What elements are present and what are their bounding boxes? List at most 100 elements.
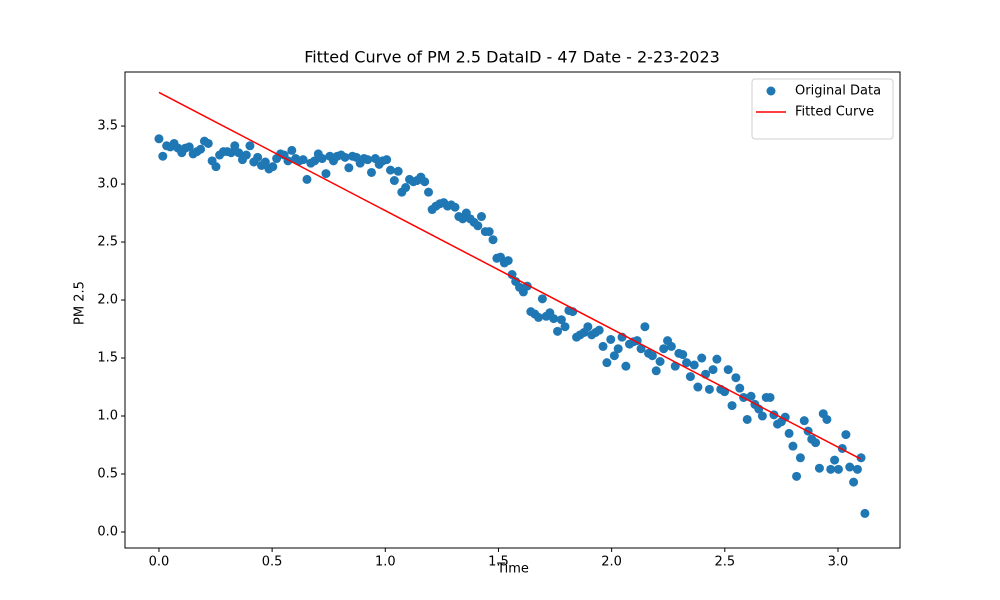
data-point	[780, 412, 790, 422]
data-point	[826, 464, 836, 474]
chart-title: Fitted Curve of PM 2.5 DataID - 47 Date …	[304, 48, 720, 67]
data-point	[310, 156, 320, 166]
data-point	[852, 464, 862, 474]
data-point	[651, 366, 661, 376]
data-point	[211, 162, 221, 172]
x-axis-label: Time	[496, 562, 529, 577]
data-point	[389, 176, 399, 186]
data-point	[693, 382, 703, 392]
data-point	[553, 326, 563, 336]
x-tick-label: 2.5	[714, 555, 735, 570]
data-point	[473, 221, 483, 231]
data-point	[606, 334, 616, 344]
data-point	[344, 163, 354, 173]
legend-label: Original Data	[795, 84, 881, 99]
y-tick-label: 0.0	[97, 524, 118, 539]
data-point	[655, 356, 665, 366]
data-point	[226, 148, 236, 158]
y-tick-label: 3.5	[97, 119, 118, 134]
data-point	[245, 141, 255, 151]
data-point	[811, 438, 821, 448]
data-point	[792, 471, 802, 481]
y-tick-label: 3.0	[97, 177, 118, 192]
data-point	[560, 322, 570, 332]
data-point	[849, 477, 859, 487]
data-point	[484, 227, 494, 237]
data-point	[689, 360, 699, 370]
data-point	[697, 353, 707, 363]
data-point	[234, 148, 244, 158]
data-point	[860, 508, 870, 518]
data-point	[621, 361, 631, 371]
legend-marker	[766, 86, 776, 96]
data-point	[742, 414, 752, 424]
data-point	[420, 177, 430, 187]
data-point	[537, 294, 547, 304]
data-point	[507, 270, 517, 280]
data-point	[784, 428, 794, 438]
plot-area	[154, 91, 870, 518]
data-point	[503, 256, 513, 266]
data-point	[230, 141, 240, 151]
data-point	[727, 401, 737, 411]
data-point	[583, 322, 593, 332]
data-point	[203, 138, 213, 148]
data-point	[609, 351, 619, 361]
y-axis-label: PM 2.5	[73, 281, 88, 325]
data-point	[158, 151, 168, 161]
data-point	[450, 202, 460, 212]
data-point	[640, 322, 650, 332]
data-point	[424, 187, 434, 197]
data-point	[708, 365, 718, 375]
y-tick-label: 2.5	[97, 235, 118, 250]
data-point	[822, 414, 832, 424]
x-tick-label: 3.0	[828, 555, 849, 570]
data-point	[476, 212, 486, 222]
data-point	[556, 315, 566, 325]
x-tick-label: 2.0	[601, 555, 622, 570]
data-point	[598, 341, 608, 351]
data-point	[746, 391, 756, 401]
data-point	[317, 154, 327, 164]
data-point	[253, 152, 263, 162]
data-point	[386, 165, 396, 175]
y-tick-label: 1.5	[97, 351, 118, 366]
data-point	[602, 358, 612, 368]
data-point	[302, 174, 312, 184]
x-tick-label: 1.0	[375, 555, 396, 570]
data-point	[799, 416, 809, 426]
x-tick-label: 0.5	[262, 555, 283, 570]
data-point	[731, 373, 741, 383]
data-point	[594, 325, 604, 335]
data-point	[363, 155, 373, 165]
data-point	[636, 344, 646, 354]
data-point	[196, 144, 206, 154]
data-point	[154, 134, 164, 144]
legend-box	[751, 78, 894, 140]
data-point	[659, 344, 669, 354]
data-point	[393, 166, 403, 176]
data-point	[723, 365, 733, 375]
data-point	[534, 312, 544, 322]
data-point	[613, 344, 623, 354]
data-point	[382, 155, 392, 165]
data-point	[298, 155, 308, 165]
data-point	[401, 183, 411, 193]
data-point	[765, 392, 775, 402]
data-point	[685, 372, 695, 382]
data-point	[814, 463, 824, 473]
data-point	[704, 384, 714, 394]
data-point	[856, 453, 866, 463]
data-point	[549, 314, 559, 324]
x-tick-label: 0.0	[149, 555, 170, 570]
data-point	[678, 350, 688, 360]
data-point	[757, 411, 767, 421]
data-point	[833, 464, 843, 474]
data-point	[845, 462, 855, 472]
y-tick-label: 1.0	[97, 409, 118, 424]
legend-label: Fitted Curve	[795, 105, 874, 120]
y-tick-label: 2.0	[97, 293, 118, 308]
data-point	[366, 167, 376, 177]
data-point	[830, 455, 840, 465]
